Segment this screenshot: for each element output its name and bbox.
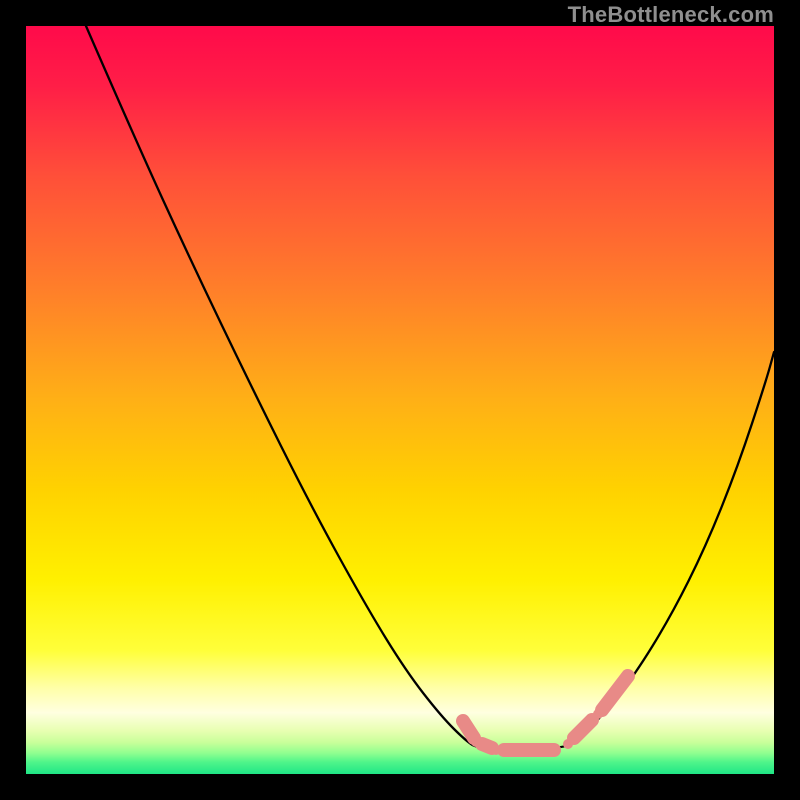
watermark-text: TheBottleneck.com: [568, 2, 774, 28]
chart-stage: TheBottleneck.com: [0, 0, 800, 800]
marker-pill: [482, 744, 492, 748]
plot-area: [26, 26, 774, 774]
bottleneck-curve-svg: [26, 26, 774, 774]
marker-pill: [463, 721, 474, 738]
